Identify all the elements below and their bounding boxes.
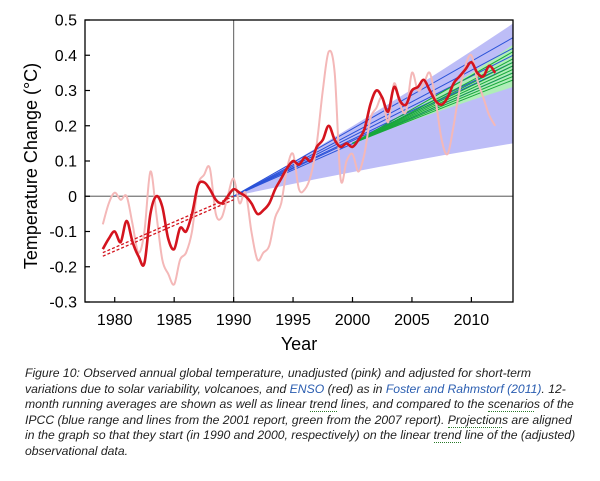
temperature-chart: 1980 1985 1990 1995 2000 2005 2010 -0.3 -0.2 -0.1… <box>21 13 514 355</box>
ipcc-2001-range <box>233 23 513 197</box>
y-tick-label: 0.3 <box>55 83 77 100</box>
y-tick-label: 0 <box>68 189 77 206</box>
ipcc-2001-line <box>233 61 513 197</box>
adjusted-temperature-line <box>101 60 497 267</box>
y-tick-label: -0.2 <box>49 259 77 276</box>
temperature-series <box>101 49 497 286</box>
x-tick-label: 2005 <box>394 312 430 329</box>
foster-rahmstorf-link[interactable]: Foster and Rahmstorf (2011) <box>385 381 542 396</box>
x-tick-label: 1985 <box>156 312 192 329</box>
figure-caption: Figure 10: Observed annual global temper… <box>25 366 576 458</box>
y-tick-label: 0.5 <box>55 13 77 30</box>
axis-labels: 1980 1985 1990 1995 2000 2005 2010 -0.3 -0.2 -0.1… <box>21 13 489 355</box>
ipcc-2007-range <box>352 44 513 144</box>
trend-line-adjusted <box>102 195 234 254</box>
projection-term-link[interactable]: Projection <box>447 412 502 428</box>
y-tick-label: 0.1 <box>55 154 77 171</box>
x-tick-label: 1980 <box>97 312 133 329</box>
y-tick-label: -0.3 <box>49 295 77 312</box>
ipcc-2007-line <box>352 75 513 144</box>
axis-ticks <box>85 19 472 303</box>
ipcc-2007-line <box>352 72 513 144</box>
ipcc-2007-line <box>352 79 513 144</box>
trend-term-link-2[interactable]: trend <box>433 428 462 443</box>
scenario-term-link[interactable]: scenario <box>487 397 534 412</box>
ipcc-2007-line <box>352 61 513 144</box>
ipcc-2001-line <box>233 47 513 197</box>
x-tick-label: 1995 <box>275 312 311 329</box>
y-tick-label: 0.2 <box>55 118 77 135</box>
trend-term-link[interactable]: trend <box>309 397 338 412</box>
trend-line-unadjusted <box>102 199 234 257</box>
y-tick-label: -0.1 <box>49 224 77 241</box>
x-tick-label: 2000 <box>335 312 371 329</box>
y-tick-label: 0.4 <box>55 48 77 65</box>
x-axis-label: Year <box>281 334 317 354</box>
x-tick-label: 1990 <box>216 312 252 329</box>
unadjusted-temperature-line <box>101 49 497 286</box>
ipcc-2007-line <box>352 68 513 144</box>
ipcc-projection-ranges <box>233 23 513 197</box>
x-tick-label: 2010 <box>454 312 490 329</box>
ipcc-2007-line <box>352 65 513 144</box>
y-axis-label: Temperature Change (°C) <box>21 63 41 269</box>
enso-link[interactable]: ENSO <box>289 381 325 396</box>
